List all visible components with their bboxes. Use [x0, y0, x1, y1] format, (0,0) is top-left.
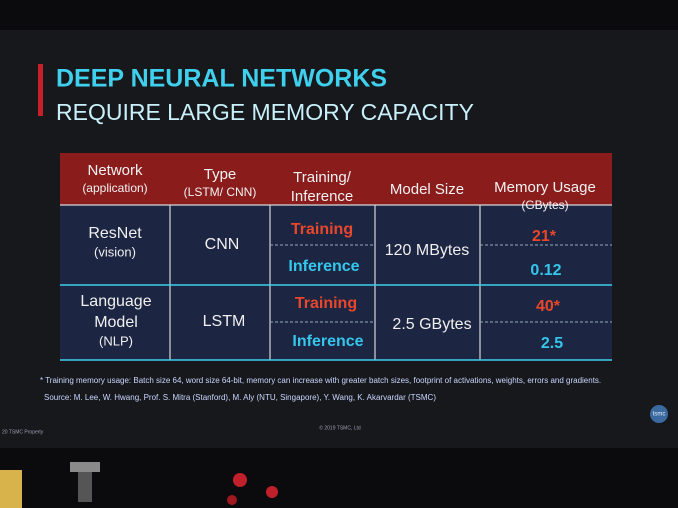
header: Type — [204, 166, 237, 183]
source: Source: M. Lee, W. Hwang, Prof. S. Mitra… — [44, 393, 436, 402]
logo-badge — [650, 405, 668, 423]
cell-borders — [60, 204, 612, 360]
header: Inference — [291, 188, 354, 205]
subtitle: REQUIRE LARGE MEMORY CAPACITY — [56, 99, 474, 125]
network: ResNet — [88, 225, 142, 242]
model-size: 120 MBytes — [385, 242, 469, 259]
table: Network (application) Type (LSTM/ CNN) T… — [60, 153, 612, 361]
header: (GBytes) — [521, 198, 568, 212]
footer-left: 20 TSMC Property — [2, 429, 44, 435]
footer-center: © 2019 TSMC, Ltd — [319, 424, 361, 431]
memory: 2.5 — [541, 335, 563, 352]
network: (NLP) — [99, 333, 133, 348]
flower — [233, 473, 247, 487]
network: Model — [94, 314, 138, 331]
stage-object — [0, 470, 22, 508]
memory: 40* — [536, 298, 561, 315]
memory: 21* — [532, 228, 557, 245]
accent-bar — [38, 64, 43, 116]
phase: Training — [291, 221, 353, 238]
stage-object — [78, 472, 92, 502]
header: Training/ — [293, 169, 352, 186]
header: (application) — [82, 181, 147, 195]
header: Model Size — [390, 181, 464, 198]
memory: 0.12 — [530, 262, 561, 279]
network: Language — [80, 293, 151, 310]
model-size: 2.5 GBytes — [392, 316, 471, 333]
type: CNN — [205, 236, 240, 253]
phase: Training — [295, 295, 357, 312]
header-row — [60, 153, 612, 205]
phase: Inference — [292, 333, 363, 350]
header: Memory Usage — [494, 179, 596, 196]
header: (LSTM/ CNN) — [184, 185, 257, 199]
phase-dividers — [270, 244, 612, 323]
logo: tsmc — [653, 412, 666, 418]
header: Network — [87, 162, 143, 179]
stage-object — [70, 462, 100, 472]
footnote: * Training memory usage: Batch size 64, … — [40, 376, 601, 385]
network: (vision) — [94, 244, 136, 259]
phase: Inference — [288, 258, 359, 275]
title: DEEP NEURAL NETWORKS — [56, 65, 387, 93]
type: LSTM — [203, 313, 246, 330]
flower — [227, 495, 237, 505]
flower — [266, 486, 278, 498]
table-body — [60, 205, 612, 360]
